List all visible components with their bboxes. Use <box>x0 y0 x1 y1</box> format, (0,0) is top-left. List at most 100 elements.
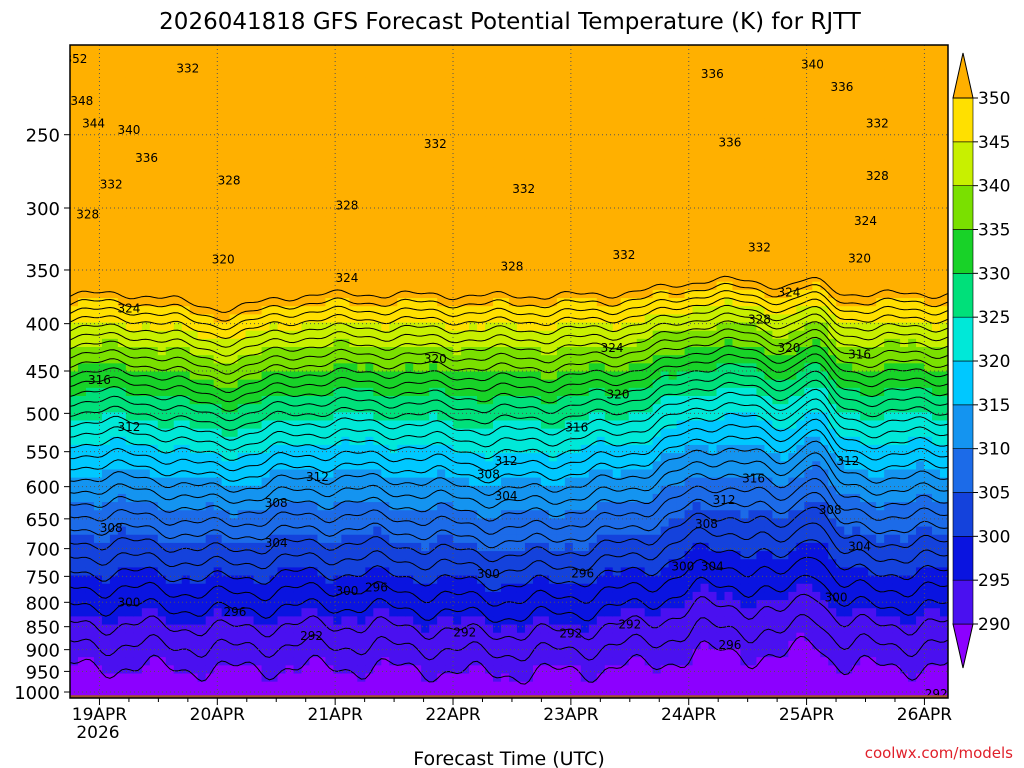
field-cell <box>181 69 191 79</box>
field-cell <box>493 322 502 332</box>
field-cell <box>85 591 95 601</box>
field-cell <box>117 689 127 698</box>
field-cell <box>397 551 406 560</box>
field-cell <box>445 53 454 62</box>
field-cell <box>333 371 342 381</box>
field-cell <box>173 191 183 201</box>
field-cell <box>301 542 311 552</box>
field-cell <box>461 265 470 275</box>
field-cell <box>109 208 119 218</box>
field-cell <box>229 85 239 95</box>
field-cell <box>293 159 303 169</box>
field-cell <box>149 502 159 511</box>
field-cell <box>493 298 502 307</box>
field-cell <box>524 395 534 405</box>
field-cell <box>437 257 446 266</box>
field-cell <box>70 673 79 683</box>
field-cell <box>540 665 550 675</box>
field-cell <box>540 363 550 373</box>
field-cell <box>173 102 183 111</box>
field-cell <box>309 518 319 528</box>
field-cell <box>548 436 558 446</box>
field-cell <box>365 591 374 601</box>
field-cell <box>77 510 87 520</box>
field-cell <box>141 624 151 634</box>
field-cell <box>157 200 167 209</box>
field-cell <box>70 347 79 356</box>
field-cell <box>469 436 478 446</box>
field-cell <box>349 191 358 201</box>
field-cell <box>373 232 382 242</box>
field-cell <box>149 232 159 242</box>
field-cell <box>197 200 207 209</box>
field-cell <box>509 583 518 593</box>
field-cell <box>125 559 135 568</box>
field-cell <box>141 575 151 585</box>
field-cell <box>93 600 103 609</box>
field-cell <box>277 77 287 87</box>
field-cell <box>245 151 255 160</box>
field-cell <box>261 53 271 62</box>
field-cell <box>221 265 231 275</box>
field-cell <box>133 273 143 283</box>
field-cell <box>285 265 295 275</box>
field-cell <box>437 649 446 658</box>
field-cell <box>532 298 542 307</box>
field-cell <box>509 657 518 666</box>
field-cell <box>197 404 207 413</box>
field-cell <box>317 273 327 283</box>
field-cell <box>277 363 287 373</box>
field-cell <box>389 387 398 397</box>
field-cell <box>540 200 550 209</box>
field-cell <box>85 102 95 111</box>
field-cell <box>229 151 239 160</box>
field-cell <box>437 281 446 291</box>
field-cell <box>141 142 151 152</box>
field-cell <box>133 673 143 683</box>
field-cell <box>181 616 191 626</box>
field-cell <box>437 453 446 462</box>
field-cell <box>397 61 406 71</box>
field-cell <box>197 249 207 258</box>
field-cell <box>341 591 350 601</box>
field-cell <box>548 118 558 128</box>
field-cell <box>269 649 279 658</box>
field-cell <box>349 526 358 536</box>
field-cell <box>269 600 279 609</box>
field-cell <box>301 567 311 577</box>
color-bands <box>70 45 948 698</box>
field-cell <box>556 583 566 593</box>
field-cell <box>540 673 550 683</box>
field-cell <box>245 118 255 128</box>
field-cell <box>293 281 303 291</box>
field-cell <box>229 477 239 487</box>
field-cell <box>341 61 350 71</box>
field-cell <box>293 53 303 62</box>
field-cell <box>365 289 374 299</box>
field-cell <box>85 240 95 250</box>
field-cell <box>493 134 502 144</box>
field-cell <box>493 640 502 650</box>
field-cell <box>509 338 518 348</box>
field-cell <box>477 657 486 666</box>
field-cell <box>285 526 295 536</box>
field-cell <box>213 526 223 536</box>
field-cell <box>85 224 95 234</box>
field-cell <box>421 575 430 585</box>
field-cell <box>389 436 398 446</box>
field-cell <box>141 232 151 242</box>
field-cell <box>149 640 159 650</box>
field-cell <box>133 69 143 79</box>
field-cell <box>245 102 255 111</box>
field-cell <box>245 289 255 299</box>
field-cell <box>93 93 103 103</box>
field-cell <box>405 485 414 495</box>
field-cell <box>397 314 406 324</box>
field-cell <box>461 142 470 152</box>
field-cell <box>157 673 167 683</box>
field-cell <box>485 232 494 242</box>
field-cell <box>189 355 199 364</box>
field-cell <box>229 502 239 511</box>
field-cell <box>445 134 454 144</box>
field-cell <box>373 575 382 585</box>
